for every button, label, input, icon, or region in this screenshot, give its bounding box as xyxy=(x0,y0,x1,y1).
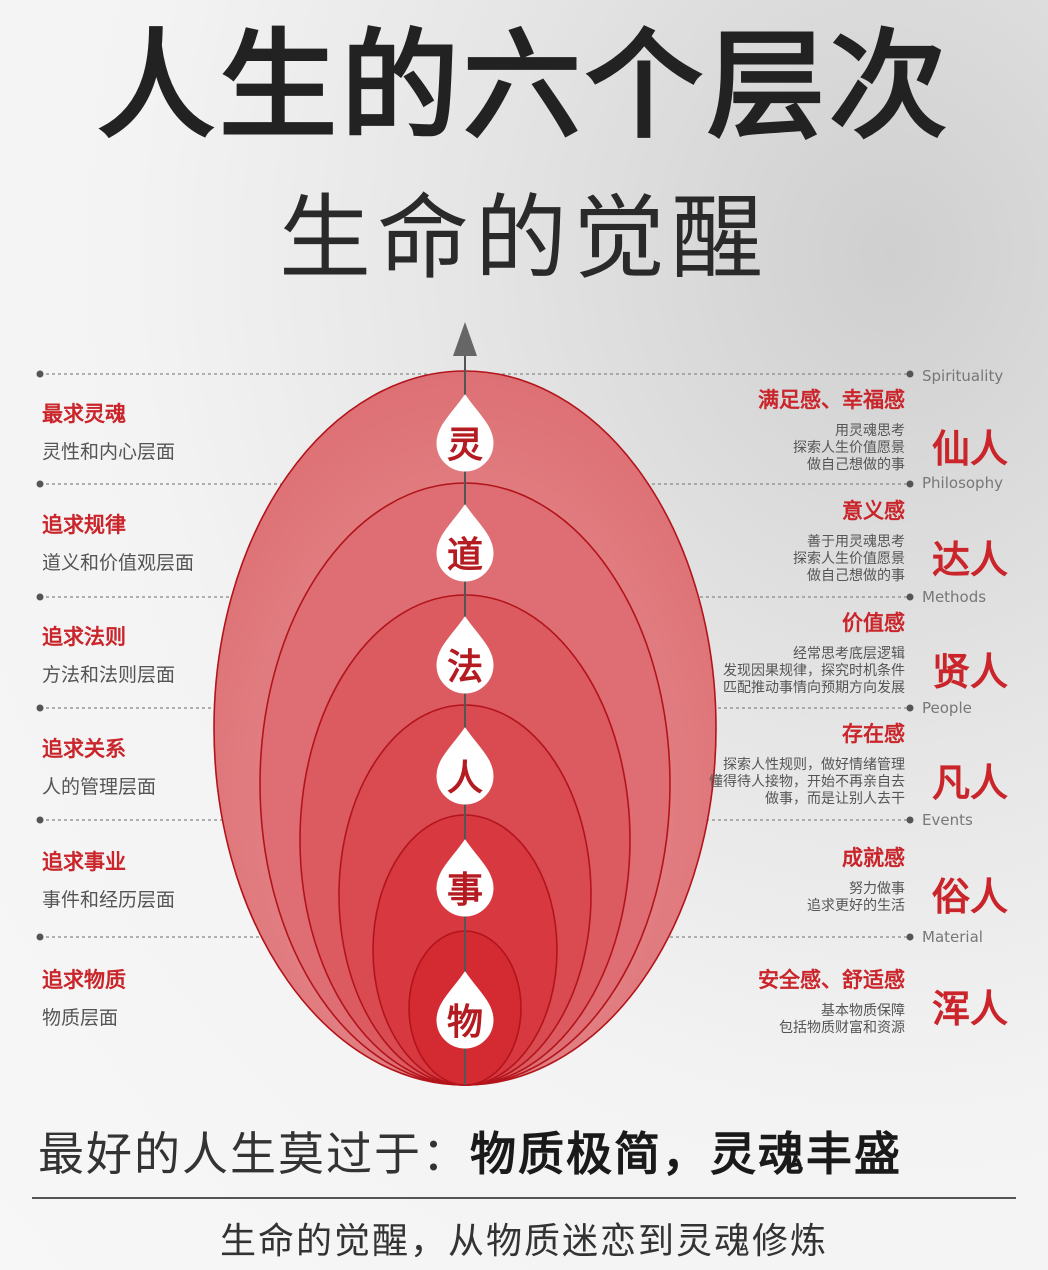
layer-label: 物质层面 xyxy=(42,1007,119,1030)
desc-line: 探索人生价值愿景 xyxy=(793,440,905,457)
right-desc-people: 存在感 探索人性规则，做好情绪管理 懂得待人接物，开始不再亲自去 做事，而是让别… xyxy=(605,722,905,808)
english-label-material: Material xyxy=(922,928,983,946)
glyph-methods: 法 xyxy=(446,647,483,688)
glyph-philosophy: 道 xyxy=(446,535,483,576)
droplet-philosophy xyxy=(436,504,494,582)
desc-line: 匹配推动事情向预期方向发展 xyxy=(723,680,905,697)
left-label-methods: 追求法则 方法和法则层面 xyxy=(42,625,242,687)
layer-label: 事件和经历层面 xyxy=(42,889,176,912)
feeling-label: 成就感 xyxy=(842,846,905,870)
english-label-spirituality: Spirituality xyxy=(922,367,1004,385)
desc-line: 探索人生价值愿景 xyxy=(793,551,905,568)
slogan: 最好的人生莫过于：物质极简，灵魂丰盛 xyxy=(38,1118,1018,1184)
separator-dots xyxy=(36,370,914,941)
english-label-people: People xyxy=(922,699,972,717)
person-type-material: 浑人 xyxy=(931,987,1008,1031)
glyph-material: 物 xyxy=(446,1002,483,1043)
layer-label: 方法和法则层面 xyxy=(42,664,176,687)
page-subtitle: 生命的觉醒 xyxy=(278,185,769,292)
person-type-methods: 贤人 xyxy=(931,650,1008,694)
left-label-people: 追求关系 人的管理层面 xyxy=(42,737,242,799)
feeling-label: 意义感 xyxy=(842,499,905,523)
desc-line: 经常思考底层逻辑 xyxy=(793,646,905,663)
seek-label: 追求物质 xyxy=(42,968,126,992)
slogan-lead: 最好的人生莫过于： xyxy=(38,1127,470,1181)
left-label-events: 追求事业 事件和经历层面 xyxy=(42,850,242,912)
footer-text: 生命的觉醒，从物质迷恋到灵魂修炼 xyxy=(219,1221,828,1262)
arrow-up-icon xyxy=(453,322,477,356)
person-type-spirituality: 仙人 xyxy=(931,427,1008,471)
glyph-people: 人 xyxy=(446,758,483,799)
feeling-label: 价值感 xyxy=(842,611,905,635)
seek-label: 追求法则 xyxy=(42,625,126,649)
layer-label: 道义和价值观层面 xyxy=(42,552,195,575)
desc-line: 探索人性规则，做好情绪管理 xyxy=(723,757,905,774)
desc-line: 做自己想做的事 xyxy=(807,568,905,585)
seek-label: 追求关系 xyxy=(42,737,126,761)
feeling-label: 满足感、幸福感 xyxy=(758,388,905,412)
desc-line: 做事，而是让别人去干 xyxy=(765,791,905,808)
left-label-philosophy: 追求规律 道义和价值观层面 xyxy=(42,513,242,575)
left-label-material: 追求物质 物质层面 xyxy=(42,968,242,1030)
right-desc-spirituality: 满足感、幸福感 用灵魂思考 探索人生价值愿景 做自己想做的事 xyxy=(605,388,905,474)
right-desc-philosophy: 意义感 善于用灵魂思考 探索人生价值愿景 做自己想做的事 xyxy=(605,499,905,585)
glyph-spirituality: 灵 xyxy=(446,425,483,466)
desc-line: 发现因果规律，探究时机条件 xyxy=(723,663,905,680)
desc-line: 追求更好的生活 xyxy=(807,898,905,915)
droplet-material xyxy=(436,971,494,1049)
person-type-events: 俗人 xyxy=(931,875,1008,919)
english-label-events: Events xyxy=(922,811,973,829)
seek-label: 最求灵魂 xyxy=(42,402,126,426)
english-label-philosophy: Philosophy xyxy=(922,474,1003,492)
seek-label: 追求规律 xyxy=(42,513,126,537)
slogan-emphasis: 物质极简，灵魂丰盛 xyxy=(470,1127,902,1181)
desc-line: 善于用灵魂思考 xyxy=(807,534,905,551)
desc-line: 基本物质保障 xyxy=(821,1003,905,1020)
layer-label: 人的管理层面 xyxy=(42,776,157,799)
glyph-events: 事 xyxy=(446,870,483,911)
droplet-people xyxy=(436,727,494,805)
left-label-spirituality: 最求灵魂 灵性和内心层面 xyxy=(42,402,242,464)
seek-label: 追求事业 xyxy=(42,850,126,874)
layer-label: 灵性和内心层面 xyxy=(42,441,176,464)
page-title: 人生的六个层次 xyxy=(96,17,951,155)
desc-line: 包括物质财富和资源 xyxy=(779,1020,905,1037)
feeling-label: 存在感 xyxy=(842,722,905,746)
droplet-events xyxy=(436,839,494,917)
right-desc-material: 安全感、舒适感 基本物质保障 包括物质财富和资源 xyxy=(605,968,905,1037)
desc-line: 努力做事 xyxy=(849,881,905,898)
desc-line: 用灵魂思考 xyxy=(835,423,905,440)
levels-diagram xyxy=(36,322,914,1086)
right-desc-methods: 价值感 经常思考底层逻辑 发现因果规律，探究时机条件 匹配推动事情向预期方向发展 xyxy=(605,611,905,697)
divider xyxy=(32,1197,1016,1199)
feeling-label: 安全感、舒适感 xyxy=(758,968,905,992)
droplet-methods xyxy=(436,616,494,694)
english-label-methods: Methods xyxy=(922,588,987,606)
desc-line: 做自己想做的事 xyxy=(807,457,905,474)
droplet-spirituality xyxy=(436,394,494,472)
desc-line: 懂得待人接物，开始不再亲自去 xyxy=(709,774,905,791)
person-type-philosophy: 达人 xyxy=(931,538,1008,582)
right-desc-events: 成就感 努力做事 追求更好的生活 xyxy=(605,846,905,915)
person-type-people: 凡人 xyxy=(931,761,1008,805)
